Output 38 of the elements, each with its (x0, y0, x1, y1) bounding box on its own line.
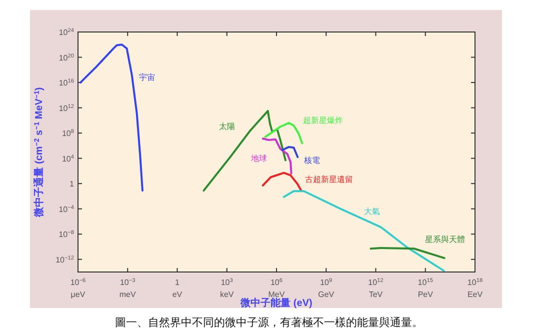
text: TeV (368, 290, 384, 299)
series-label: 太陽 (219, 122, 235, 131)
text: PeV (418, 290, 434, 299)
text: eV (172, 290, 183, 299)
text: MeV (268, 290, 286, 299)
y-tick-label: 10$^{−8}$ (58, 230, 74, 240)
y-tick-label: 10$^{24}$ (58, 28, 74, 37)
y-tick-label: 10$^{16}$ (58, 78, 74, 88)
y-tick-label: 10$^{12}$ (58, 104, 74, 113)
x-tick-label: 10$^{−6}$ (70, 278, 86, 287)
series-label: 核電 (303, 156, 320, 165)
series-label: 宇宙 (139, 73, 155, 82)
x-axis-title: 微中子能量 (eV) (240, 297, 312, 309)
text: 圖一、自然界中不同的微中子源，有著極不一樣的能量與通量。 (115, 316, 423, 329)
series-label: 地球 (250, 154, 267, 163)
x-tick-label: 1 (175, 278, 180, 287)
series-label: 星系與天體 (425, 235, 465, 244)
series-label: 古超新星遺留 (305, 175, 353, 184)
text: keV (220, 290, 234, 299)
x-tick-label: 10$^{−3}$ (120, 278, 136, 287)
x-tick-label: 10$^{15}$ (418, 278, 433, 287)
x-tick-label: 10$^{12}$ (368, 278, 384, 287)
text: EeV (467, 290, 484, 299)
y-tick-label: 10$^{8}$ (62, 129, 74, 138)
text: GeV (318, 290, 335, 299)
series-label: 超新星爆炸 (303, 116, 343, 125)
text: μeV (70, 290, 86, 299)
x-tick-label: 10$^{3}$ (220, 278, 233, 287)
y-tick-label: 1 (70, 180, 75, 189)
series-label: 大氣 (364, 207, 380, 216)
y-tick-label: 10$^{−12}$ (56, 255, 74, 264)
y-tick-label: 10$^{−4}$ (58, 204, 74, 214)
x-tick-label: 10$^{6}$ (270, 278, 283, 287)
x-tick-label: 10$^{9}$ (320, 278, 332, 287)
y-tick-label: 10$^{20}$ (58, 53, 74, 62)
y-tick-label: 10$^{4}$ (62, 154, 74, 164)
x-tick-label: 10$^{18}$ (467, 278, 483, 287)
text: meV (119, 290, 137, 299)
